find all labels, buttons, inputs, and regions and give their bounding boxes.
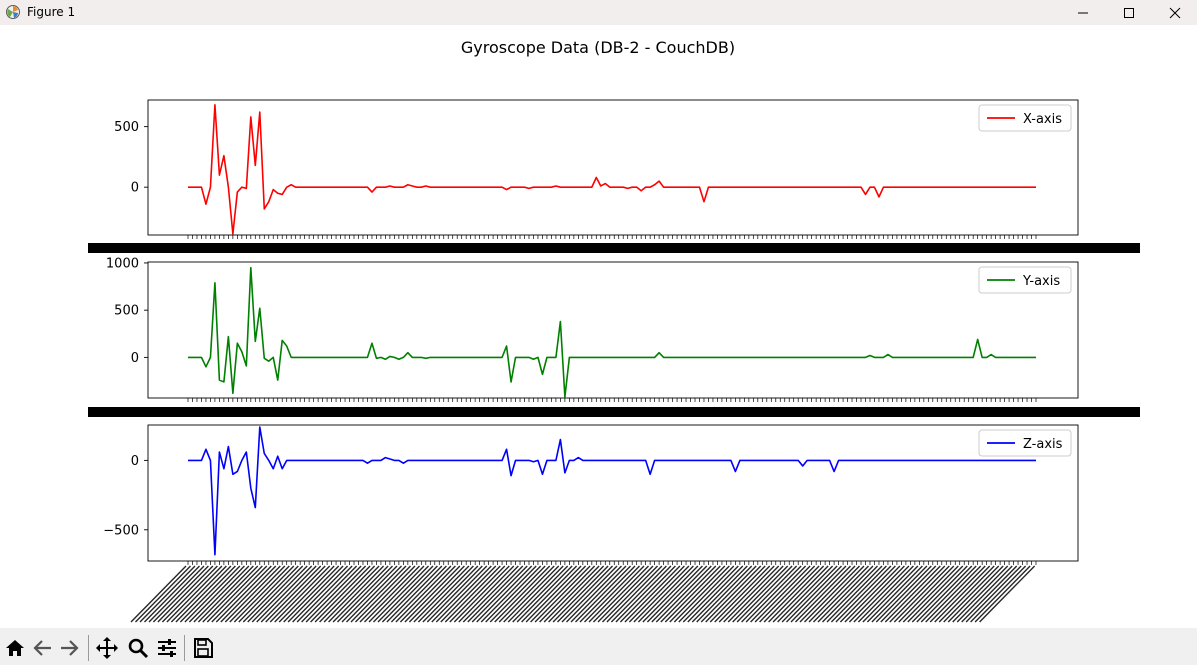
back-button[interactable] [31,636,55,660]
series-line-y-axis [188,266,1036,398]
save-icon [194,638,213,658]
legend-label: Y-axis [1022,274,1060,289]
back-arrow-icon [33,640,51,656]
figure-title: Gyroscope Data (DB-2 - CouchDB) [461,38,735,57]
legend-box [978,266,1072,294]
minimize-button[interactable] [1060,0,1106,25]
maximize-button[interactable] [1106,0,1152,25]
home-button[interactable] [3,636,27,660]
pan-icon [96,637,118,659]
forward-button[interactable] [57,636,81,660]
window-titlebar: Figure 1 [0,0,1197,25]
legend-box [978,429,1072,457]
axes-frame-z-axis [147,424,1079,562]
maximize-icon [1124,7,1134,18]
x-ticks [187,561,1037,565]
save-button[interactable] [191,636,215,660]
axes-frame-x-axis [147,99,1079,236]
configure-subplots-icon [158,639,176,657]
legend-label: X-axis [1023,112,1062,127]
minimize-icon [1078,12,1088,13]
legend-box [978,104,1072,132]
pan-button[interactable] [95,636,119,660]
gyroscope-figure: Gyroscope Data (DB-2 - CouchDB) 0 500 X-ax… [88,38,1140,623]
series-line-z-axis [188,426,1036,556]
y-tick-label: 0 [131,181,139,196]
toolbar-separator [184,635,185,661]
series-line-x-axis [188,104,1036,235]
y-tick-label: 0 [131,351,139,366]
matplotlib-app-icon [6,5,20,19]
forward-arrow-icon [61,640,79,656]
x-tick-labels-rotated [130,565,1036,623]
window-title: Figure 1 [27,5,76,19]
x-ticks [187,398,1037,402]
legend-label: Z-axis [1023,437,1063,452]
zoom-icon [128,638,149,659]
y-tick-label: 500 [114,304,139,319]
zoom-button[interactable] [126,636,150,660]
x-tick-label-band [88,243,1140,253]
y-tick-label: 1000 [106,256,139,271]
toolbar-separator [88,635,89,661]
x-ticks [187,235,1037,239]
close-button[interactable] [1152,0,1197,25]
x-tick-label-band [88,407,1140,417]
axes-frame-y-axis [147,261,1079,399]
figure-canvas[interactable]: Gyroscope Data (DB-2 - CouchDB) 0 500 X-ax… [0,25,1197,628]
home-icon [6,640,24,656]
navigation-toolbar [0,628,1197,665]
y-tick-label: 0 [131,454,139,469]
y-tick-label: −500 [103,523,139,538]
close-icon [1169,7,1181,18]
configure-subplots-button[interactable] [155,636,179,660]
y-tick-label: 500 [114,120,139,135]
